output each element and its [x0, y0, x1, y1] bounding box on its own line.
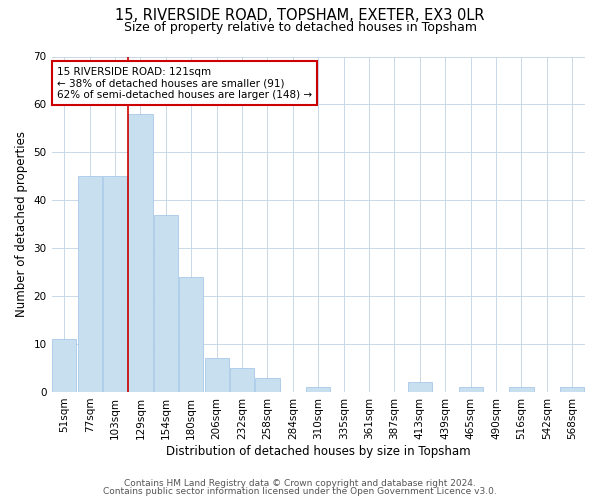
Bar — [408, 382, 432, 392]
Bar — [230, 368, 254, 392]
Bar — [458, 387, 483, 392]
X-axis label: Distribution of detached houses by size in Topsham: Distribution of detached houses by size … — [166, 444, 470, 458]
Text: 15 RIVERSIDE ROAD: 121sqm
← 38% of detached houses are smaller (91)
62% of semi-: 15 RIVERSIDE ROAD: 121sqm ← 38% of detac… — [57, 66, 312, 100]
Y-axis label: Number of detached properties: Number of detached properties — [15, 131, 28, 317]
Bar — [128, 114, 152, 392]
Bar — [179, 277, 203, 392]
Bar — [306, 387, 331, 392]
Text: Contains public sector information licensed under the Open Government Licence v3: Contains public sector information licen… — [103, 487, 497, 496]
Text: 15, RIVERSIDE ROAD, TOPSHAM, EXETER, EX3 0LR: 15, RIVERSIDE ROAD, TOPSHAM, EXETER, EX3… — [115, 8, 485, 22]
Bar — [154, 214, 178, 392]
Bar — [256, 378, 280, 392]
Bar — [509, 387, 533, 392]
Bar — [52, 339, 76, 392]
Bar — [77, 176, 102, 392]
Text: Contains HM Land Registry data © Crown copyright and database right 2024.: Contains HM Land Registry data © Crown c… — [124, 478, 476, 488]
Text: Size of property relative to detached houses in Topsham: Size of property relative to detached ho… — [124, 21, 476, 34]
Bar — [205, 358, 229, 392]
Bar — [103, 176, 127, 392]
Bar — [560, 387, 584, 392]
